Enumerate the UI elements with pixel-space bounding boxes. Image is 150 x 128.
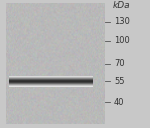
Text: 55: 55 [114, 77, 124, 86]
Text: 100: 100 [114, 36, 130, 45]
Bar [9, 77, 93, 78]
Bar [9, 76, 93, 77]
Bar [6, 4, 105, 124]
Text: 40: 40 [114, 98, 124, 107]
Bar [9, 78, 93, 79]
Bar [9, 85, 93, 86]
Text: 130: 130 [114, 17, 130, 26]
Bar [9, 82, 93, 83]
Bar [9, 80, 93, 81]
Bar [9, 81, 93, 82]
Bar [9, 83, 93, 84]
Text: kDa: kDa [112, 1, 130, 10]
Bar [9, 79, 93, 80]
Bar [9, 84, 93, 85]
Bar [9, 86, 93, 87]
Text: 70: 70 [114, 60, 125, 68]
